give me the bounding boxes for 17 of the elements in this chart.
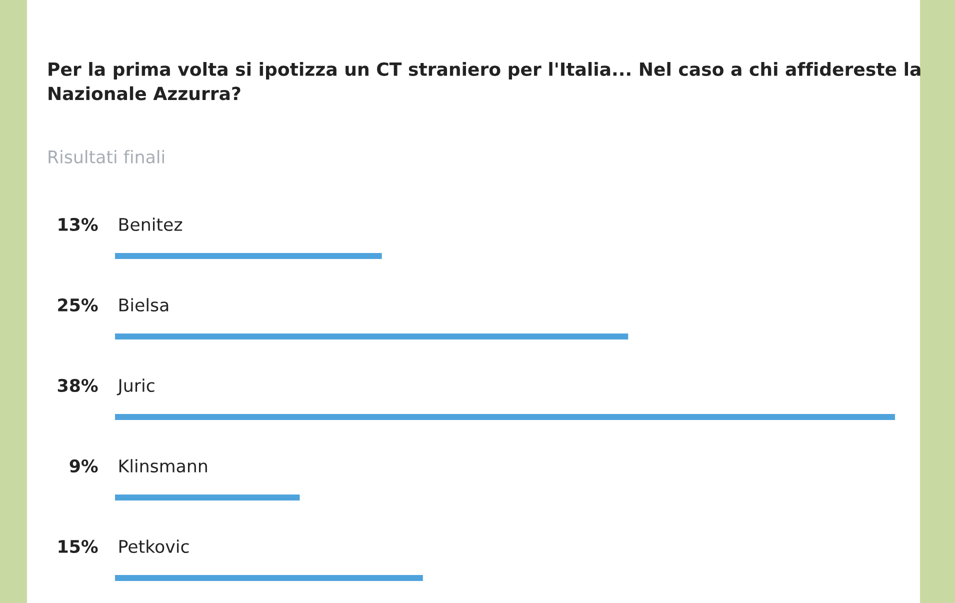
y-tick-label: Benitez xyxy=(119,218,182,232)
chart-title: Per la prima volta si ipotizza un CT straniero per l'Italia... Nel caso a chi affidereste la Nazionale Azzurra? xyxy=(48,62,920,100)
y-tick-label: Bielsa xyxy=(119,298,168,312)
y-tick-label: Klinsmann xyxy=(119,459,207,473)
bar xyxy=(115,575,423,581)
y-tick-label: Juric xyxy=(116,378,154,396)
data-label: 9% xyxy=(70,459,98,473)
y-tick-label: Petkovic xyxy=(119,540,189,554)
chart-subtitle: Risultati finali xyxy=(48,150,164,164)
data-label: 15% xyxy=(58,540,98,554)
bar xyxy=(115,494,300,500)
data-label: 38% xyxy=(58,378,98,392)
bar xyxy=(115,253,382,259)
data-label: 25% xyxy=(58,298,98,312)
bar xyxy=(115,334,628,340)
bar xyxy=(115,414,895,420)
data-label: 13% xyxy=(58,218,98,232)
